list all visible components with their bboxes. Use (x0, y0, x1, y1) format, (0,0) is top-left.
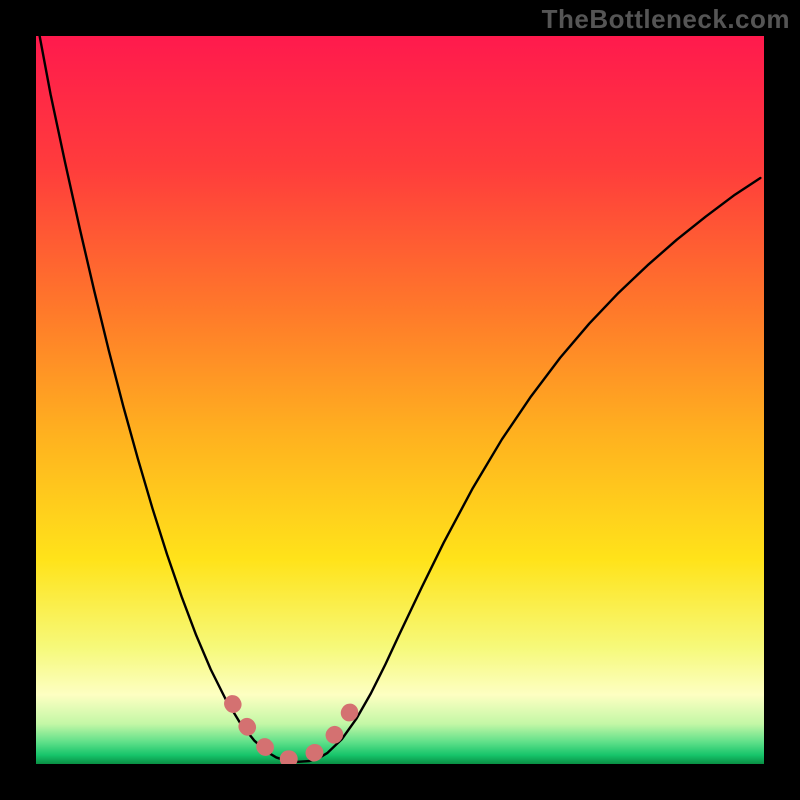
chart-outer: TheBottleneck.com (0, 0, 800, 800)
gradient-background (36, 36, 764, 764)
plot-area (36, 36, 764, 764)
chart-svg (36, 36, 764, 764)
watermark-text: TheBottleneck.com (542, 4, 790, 35)
